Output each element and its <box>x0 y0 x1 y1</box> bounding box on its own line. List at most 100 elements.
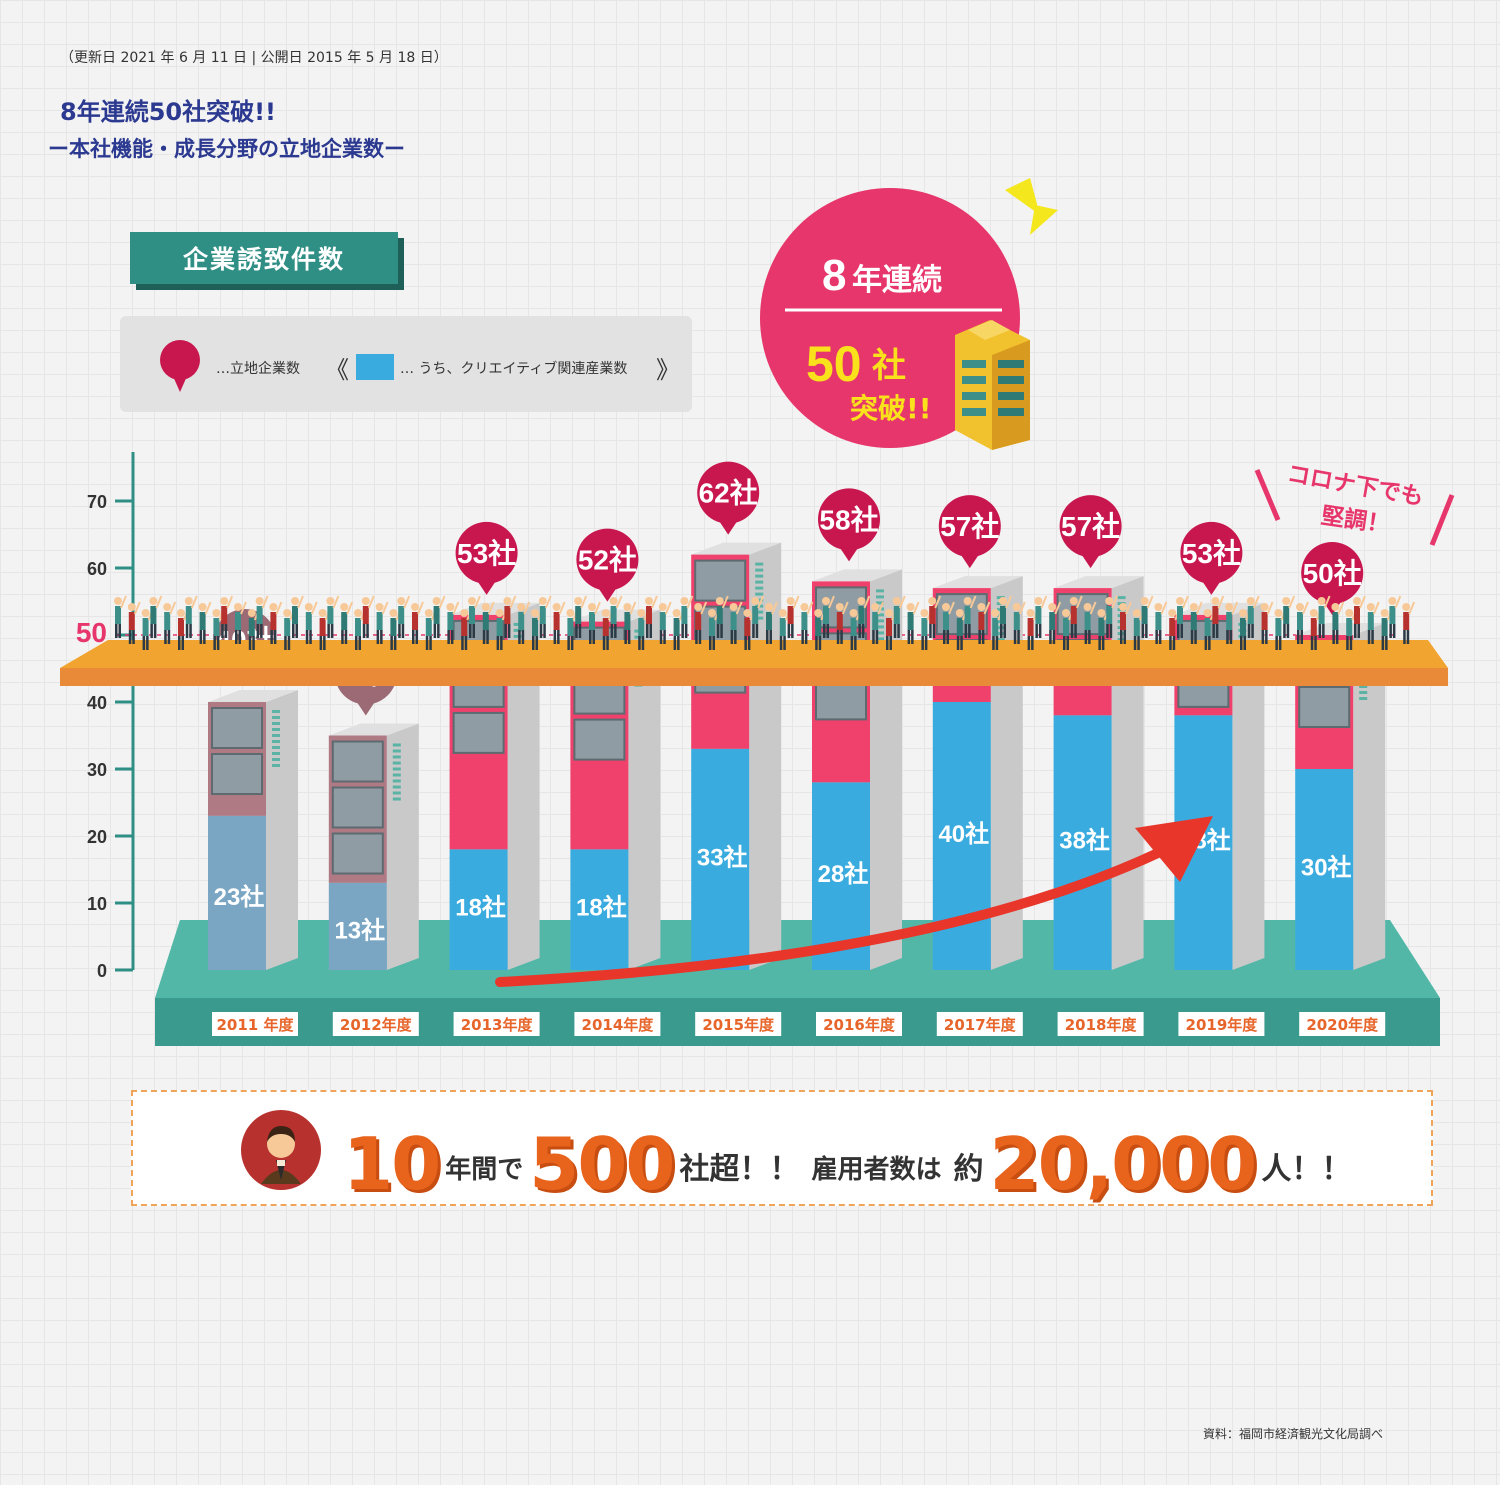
person-figure <box>376 612 383 630</box>
person-figure <box>1392 624 1396 638</box>
category-label: 2012年度 <box>340 1016 413 1034</box>
person-figure <box>614 624 617 638</box>
achievement-badge: 8 年連続 50 社 突破!! <box>760 178 1058 450</box>
person-figure <box>1084 630 1088 644</box>
person-figure <box>673 636 677 650</box>
person-figure <box>1160 601 1168 615</box>
person-figure <box>355 636 358 650</box>
person-figure <box>275 601 283 615</box>
person-figure <box>319 618 326 636</box>
spark-icon <box>1005 178 1040 215</box>
bar-group: 40社 57社 2017年度 <box>932 495 1023 1036</box>
person-figure <box>446 603 455 611</box>
legend-bracket-right: 》 <box>656 356 680 384</box>
person-figure <box>553 612 560 630</box>
person-figure <box>968 624 971 638</box>
pin-marker <box>455 521 518 584</box>
person-figure <box>532 636 535 650</box>
person-figure <box>1335 630 1339 644</box>
bar-creative <box>449 849 508 970</box>
person-figure <box>1027 636 1031 650</box>
person-figure <box>1240 618 1246 636</box>
callout-mark-right <box>1429 494 1455 546</box>
person-figure <box>255 597 264 605</box>
person-figure <box>146 636 149 650</box>
person-figure <box>1172 636 1176 650</box>
category-label: 2017年度 <box>944 1016 1017 1034</box>
badge-text-1: 年連続 <box>852 263 942 298</box>
person-figure <box>1203 609 1212 617</box>
person-figure <box>1141 606 1148 624</box>
category-label-bg <box>936 1012 1023 1036</box>
person-figure <box>234 603 242 611</box>
person-figure <box>840 630 843 644</box>
person-figure <box>1097 609 1106 617</box>
person-figure <box>496 618 503 636</box>
person-figure <box>1111 595 1119 609</box>
person-figure <box>1005 595 1012 609</box>
person-figure <box>538 597 547 605</box>
person-figure <box>695 630 698 644</box>
badge-num-1: 8 <box>822 251 846 300</box>
bar-vent <box>272 728 280 731</box>
person-figure <box>964 624 968 638</box>
person-figure <box>1353 597 1361 605</box>
person-figure <box>433 606 440 624</box>
person-figure <box>544 595 552 609</box>
person-figure <box>720 624 723 638</box>
bar-vent <box>272 722 280 725</box>
person-figure <box>199 612 206 630</box>
person-figure <box>779 618 786 636</box>
bar-creative <box>691 748 750 970</box>
person-figure <box>412 630 415 644</box>
bar-creative-label: 13社 <box>334 916 385 944</box>
bar-side <box>1232 602 1265 970</box>
person-figure <box>1066 636 1069 650</box>
person-figure <box>1403 630 1406 644</box>
bar-vent <box>755 598 764 602</box>
person-figure <box>319 636 323 650</box>
person-figure <box>601 609 610 617</box>
person-figure <box>835 603 844 611</box>
pin-marker-tail <box>595 583 620 602</box>
person-figure <box>646 624 649 638</box>
pin-marker-tail <box>957 550 982 569</box>
person-figure <box>429 636 432 650</box>
person-figure <box>1189 603 1198 611</box>
bar-creative-label: 30社 <box>1301 854 1352 882</box>
bar-group: 18社 52社 2014年度 <box>570 528 661 1036</box>
person-figure <box>757 595 765 609</box>
person-figure <box>150 606 157 624</box>
person-figure <box>344 630 348 644</box>
person-figure <box>1371 630 1374 644</box>
bar-vent <box>272 734 280 737</box>
person-figure <box>1388 597 1397 605</box>
person-figure <box>284 636 287 650</box>
person-figure <box>199 630 203 644</box>
person-figure <box>1296 603 1304 611</box>
person-figure <box>447 630 450 644</box>
person-figure <box>977 603 986 611</box>
person-figure <box>649 624 652 638</box>
person-figure <box>450 630 454 644</box>
person-figure <box>1357 624 1360 638</box>
category-label-bg <box>332 1012 419 1036</box>
person-figure <box>1123 630 1126 644</box>
person-figure <box>177 609 185 617</box>
person-figure <box>224 624 228 638</box>
person-figure <box>305 630 309 644</box>
person-figure <box>376 630 380 644</box>
person-figure <box>297 595 304 609</box>
callout-line-1: コロナ下でも <box>1285 461 1425 511</box>
person-figure <box>769 630 772 644</box>
bar-creative-label: 18社 <box>576 894 627 922</box>
bar-window <box>211 753 263 795</box>
person-figure <box>1119 603 1127 611</box>
person-figure <box>659 612 666 630</box>
summary-line: 10 年間で 500 社超！！ 雇用者数は 約 20,000 人！！ <box>343 1102 1357 1199</box>
bar-total-label: 50社 <box>1303 558 1362 589</box>
bar-vent <box>876 589 884 593</box>
person-figure <box>260 624 263 638</box>
badge-text-3: 突破!! <box>850 392 932 425</box>
person-figure <box>646 606 652 624</box>
